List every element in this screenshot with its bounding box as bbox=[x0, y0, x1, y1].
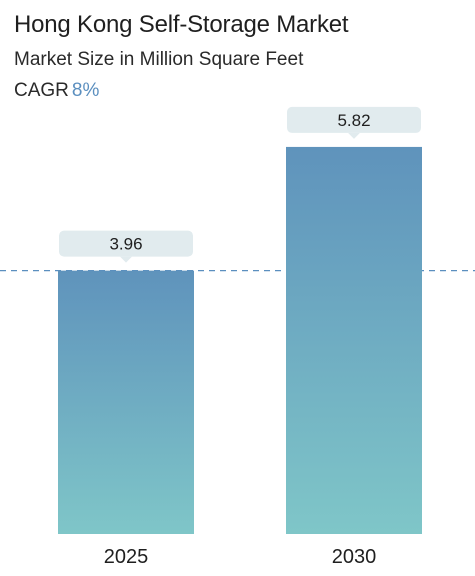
bar-2025 bbox=[58, 270, 194, 534]
chart-title: Hong Kong Self-Storage Market bbox=[14, 11, 349, 38]
cagr-label: CAGR bbox=[14, 80, 69, 101]
value-label: 3.96 bbox=[109, 235, 142, 254]
callout-box bbox=[59, 230, 193, 257]
cagr-line: CAGR 8% bbox=[14, 79, 99, 103]
chart-subtitle: Market Size in Million Square Feet bbox=[14, 49, 304, 70]
x-tick-label: 2030 bbox=[332, 546, 377, 568]
plot-area: 3.96 2025 5.82 2030 bbox=[0, 106, 475, 568]
value-callout-2030: 5.82 bbox=[287, 106, 421, 139]
callout-pointer bbox=[120, 256, 132, 263]
bar-2030 bbox=[286, 146, 422, 534]
cagr-value: 8% bbox=[71, 80, 100, 101]
value-callout-2025: 3.96 bbox=[59, 230, 193, 263]
callout-pointer bbox=[348, 132, 360, 139]
value-label: 5.82 bbox=[337, 111, 370, 130]
callout-box bbox=[287, 106, 421, 133]
x-tick-label: 2025 bbox=[104, 546, 149, 568]
